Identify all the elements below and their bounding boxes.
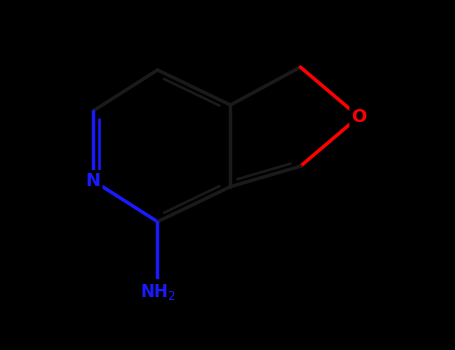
Text: NH$_2$: NH$_2$ — [140, 282, 175, 302]
Text: N: N — [86, 172, 101, 190]
Text: O: O — [351, 108, 366, 126]
